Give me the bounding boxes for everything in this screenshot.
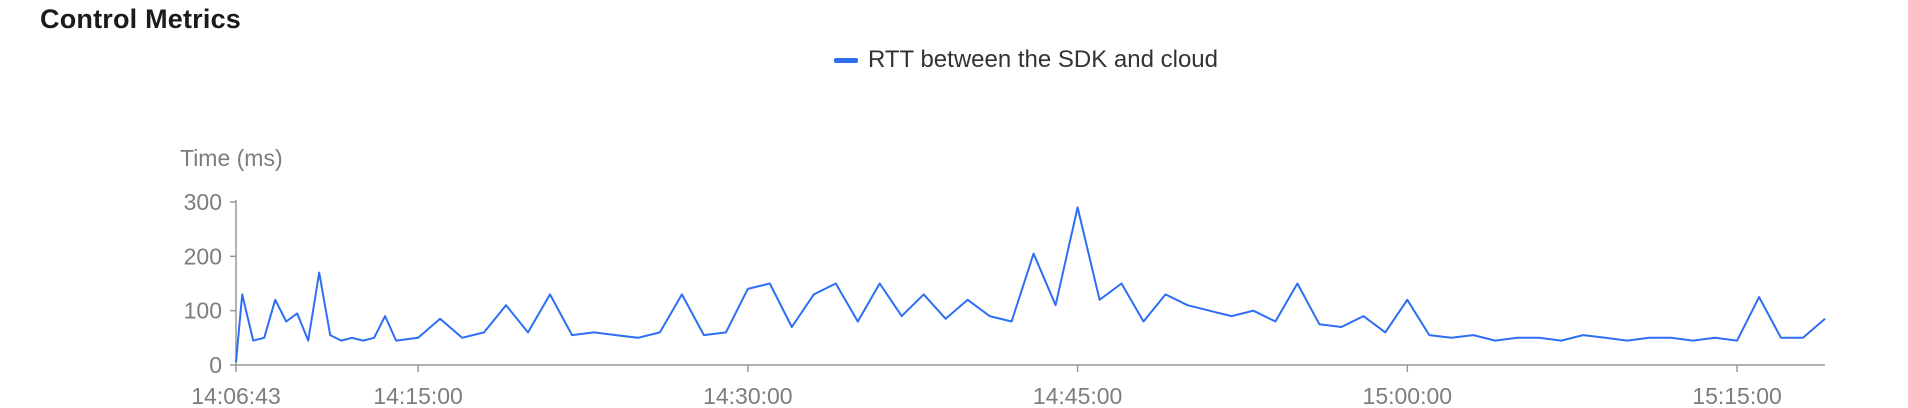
y-tick-label: 300 <box>184 189 222 215</box>
x-axis-ticks: 14:06:43 14:15:00 14:30:00 14:45:00 15:00:00… <box>191 365 1782 408</box>
page-title: Control Metrics <box>40 4 242 34</box>
y-tick-label: 100 <box>184 298 222 324</box>
series-line-rtt <box>235 206 1826 363</box>
y-tick-label: 200 <box>184 243 222 269</box>
y-tick-label: 0 <box>209 352 222 378</box>
y-axis-label: Time (ms) <box>180 145 283 171</box>
x-tick-label: 14:15:00 <box>373 383 463 408</box>
x-tick-label: 14:06:43 <box>191 383 281 408</box>
x-tick-label: 14:30:00 <box>703 383 793 408</box>
y-axis-ticks: 0 100 200 300 <box>184 189 236 378</box>
chart-legend[interactable]: RTT between the SDK and cloud <box>834 46 1218 74</box>
x-tick-label: 14:45:00 <box>1033 383 1123 408</box>
x-tick-label: 15:15:00 <box>1692 383 1782 408</box>
legend-swatch <box>834 57 858 63</box>
legend-label: RTT between the SDK and cloud <box>868 46 1218 73</box>
x-tick-label: 15:00:00 <box>1363 383 1453 408</box>
